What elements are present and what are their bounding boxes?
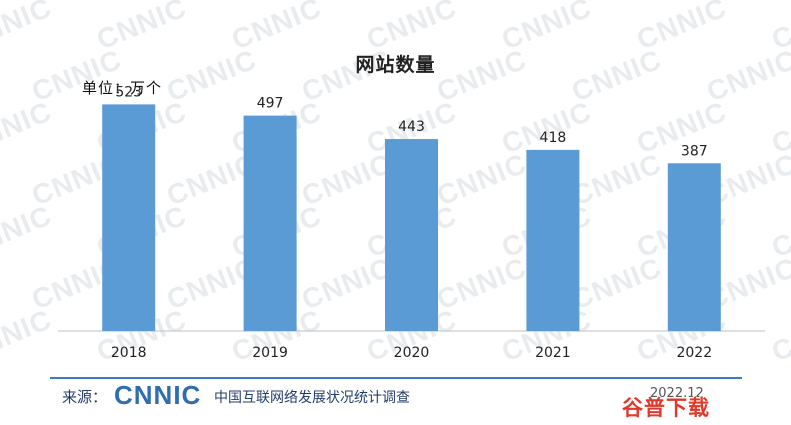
footer-divider [50,377,742,379]
chart-title: 网站数量 [355,54,436,76]
data-label-2022: 387 [681,143,708,159]
x-tick-label-2022: 2022 [676,345,712,361]
source-label: 来源： [62,388,108,406]
bar-2021 [526,149,580,331]
bar-2022 [667,163,721,331]
data-label-2019: 497 [257,96,284,112]
bar-2020 [385,139,438,331]
unit-label: 单位：万个 [82,79,163,97]
data-label-2021: 418 [540,130,567,146]
source-date: 2022.12 [650,386,704,401]
x-tick-label-2021: 2021 [535,345,571,361]
bar-2019 [243,115,297,331]
x-tick-label-2020: 2020 [394,345,430,361]
site-logo: 谷普下载 [622,396,710,420]
cnnic-logo: CNNIC [114,380,202,410]
data-label-2020: 443 [398,119,425,135]
data-label-2018: 523 [115,84,142,100]
bar-2018 [102,104,156,331]
x-tick-label-2018: 2018 [111,345,147,361]
source-description: 中国互联网络发展状况统计调查 [214,390,410,406]
x-tick-label-2019: 2019 [252,345,288,361]
